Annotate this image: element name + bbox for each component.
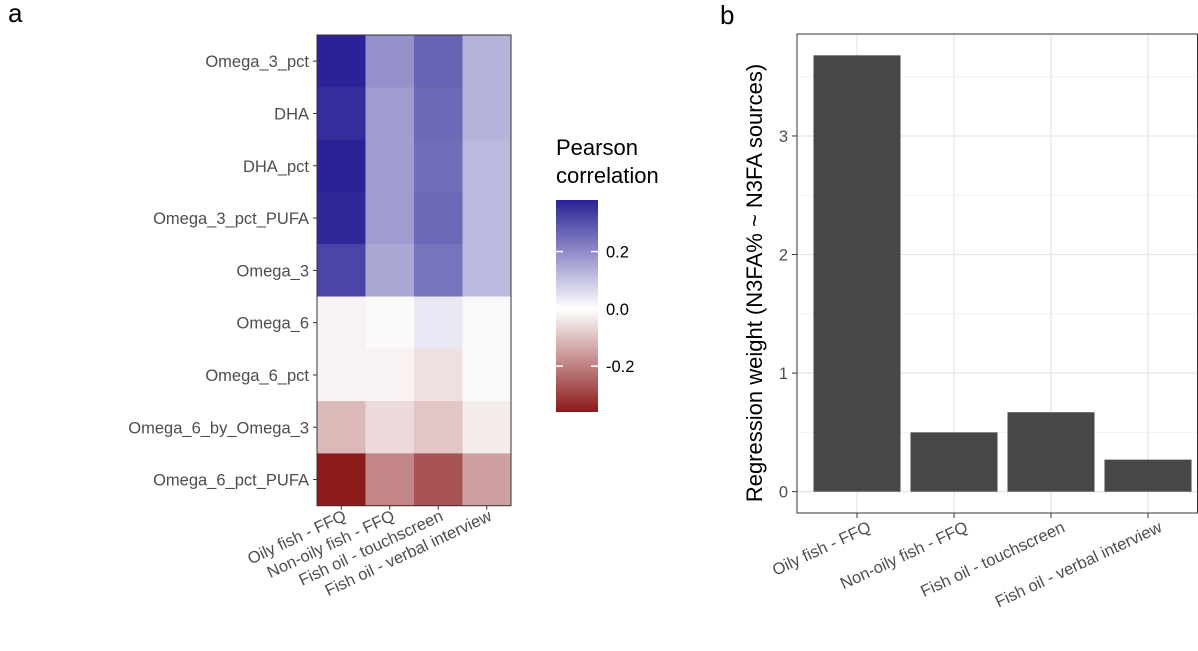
heatmap-cell xyxy=(365,244,415,297)
bar xyxy=(1007,412,1095,492)
heatmap-cell xyxy=(414,348,463,402)
heatmap-cell xyxy=(317,87,366,140)
panel-a-label: a xyxy=(8,0,23,28)
legend-title-line1: Pearson xyxy=(556,135,638,160)
heatmap-cell xyxy=(462,244,512,297)
heatmap-cell xyxy=(414,296,463,350)
bar-x-tick-label: Fish oil - verbal interview xyxy=(993,518,1165,611)
heatmap-cell xyxy=(365,401,415,454)
heatmap-cell xyxy=(462,191,512,245)
heatmap-cell xyxy=(414,139,463,193)
heatmap-cell xyxy=(317,191,366,245)
panel-b-label: b xyxy=(720,0,734,30)
heatmap-cell xyxy=(462,296,512,350)
bar xyxy=(910,432,998,492)
heatmap-cell xyxy=(414,87,463,140)
heatmap-row-label: DHA xyxy=(274,105,309,123)
heatmap-cell xyxy=(414,191,463,245)
heatmap-cell xyxy=(462,139,512,193)
heatmap-cell xyxy=(462,453,512,507)
heatmap-row-label: Omega_3 xyxy=(237,262,309,280)
heatmap-panel: Omega_3_pct DHA DHA_pct Omega_3_pct_PUFA Ome… xyxy=(128,34,512,600)
colorbar-tick-label: 0.0 xyxy=(606,301,629,319)
heatmap-cell xyxy=(317,401,366,454)
heatmap-cell xyxy=(462,87,512,140)
colorbar-legend: Pearson correlation 0.2 0.0 -0.2 xyxy=(556,135,659,412)
heatmap-cell xyxy=(365,453,415,507)
bar xyxy=(1104,459,1192,492)
heatmap-row-label: Omega_3_pct_PUFA xyxy=(153,210,309,228)
heatmap-row-label: Omega_3_pct xyxy=(205,53,309,71)
bar-panel: Regression weight (N3FA% ~ N3FA sources)… xyxy=(742,33,1198,611)
colorbar xyxy=(556,200,598,412)
heatmap-cell xyxy=(414,244,463,297)
heatmap-cell xyxy=(317,453,366,507)
heatmap-cell xyxy=(462,401,512,454)
heatmap-cell xyxy=(414,401,463,454)
bar-y-tick-label: 1 xyxy=(779,365,788,383)
heatmap-row-label: Omega_6_pct xyxy=(205,367,309,385)
bar xyxy=(813,55,901,492)
heatmap-cell xyxy=(365,191,415,245)
heatmap-cell xyxy=(317,139,366,193)
heatmap-cell xyxy=(317,296,366,350)
heatmap-border xyxy=(316,34,512,507)
legend-title-line2: correlation xyxy=(556,163,659,188)
heatmap-cell xyxy=(317,35,366,88)
heatmap-cell xyxy=(462,35,512,88)
bar-y-tick-label: 0 xyxy=(779,484,788,502)
colorbar-tick-label: -0.2 xyxy=(606,358,634,376)
heatmap-cell xyxy=(365,296,415,350)
colorbar-tick-label: 0.2 xyxy=(606,244,629,262)
heatmap-row-label: Omega_6 xyxy=(237,315,309,333)
heatmap-row-label: Omega_6_pct_PUFA xyxy=(153,472,309,490)
heatmap-cell xyxy=(462,348,512,402)
heatmap-cell xyxy=(414,35,463,88)
heatmap-cell xyxy=(365,35,415,88)
heatmap-row-label: Omega_6_by_Omega_3 xyxy=(128,419,309,437)
heatmap-cell xyxy=(365,139,415,193)
heatmap-cell xyxy=(365,348,415,402)
heatmap-cell xyxy=(317,244,366,297)
bar-y-tick-label: 2 xyxy=(779,247,788,265)
bar-y-tick-label: 3 xyxy=(779,128,788,146)
heatmap-row-label: DHA_pct xyxy=(243,158,309,176)
heatmap-cell xyxy=(365,87,415,140)
heatmap-cell xyxy=(414,453,463,507)
bar-y-axis-label: Regression weight (N3FA% ~ N3FA sources) xyxy=(742,64,767,502)
heatmap-cell xyxy=(317,348,366,402)
